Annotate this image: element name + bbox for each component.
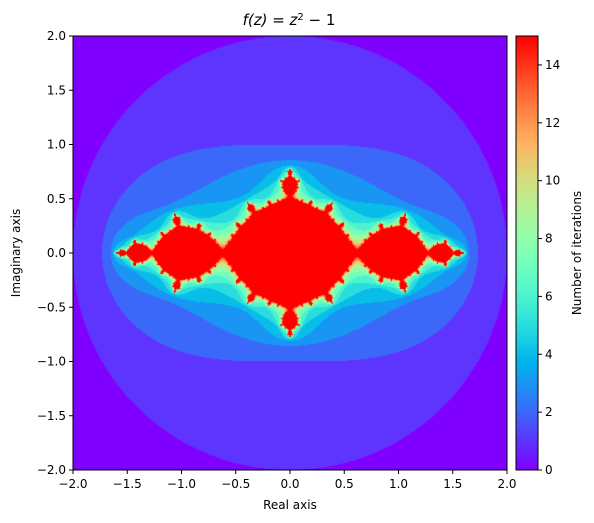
colorbar-label: Number of iterations	[570, 191, 584, 315]
x-tick-label: 1.5	[443, 477, 462, 491]
x-tick-label: −2.0	[58, 477, 87, 491]
y-tick-label: 2.0	[47, 29, 66, 43]
colorbar-tick-label: 14	[545, 58, 560, 72]
y-tick-label: 1.0	[47, 138, 66, 152]
y-axis-label: Imaginary axis	[9, 209, 23, 297]
heatmap-canvas	[73, 36, 507, 470]
colorbar-area	[516, 36, 538, 470]
colorbar-tick-label: 8	[545, 232, 553, 246]
colorbar-tick-label: 6	[545, 289, 553, 303]
y-tick-label: −1.5	[37, 409, 66, 423]
x-tick-label: 1.0	[389, 477, 408, 491]
title-prefix: f(z) = z	[243, 11, 299, 29]
title-suffix: − 1	[304, 11, 336, 29]
y-axis-ticks: −2.0 −1.5 −1.0 −0.5 0.0 0.5 1.0 1.5 2.0	[37, 29, 73, 477]
colorbar-ticks: 0 2 4 6 8 10 12 14	[538, 58, 560, 477]
colorbar-tick-label: 2	[545, 405, 553, 419]
colorbar-tick-label: 12	[545, 116, 560, 130]
x-axis-label: Real axis	[263, 498, 317, 512]
y-tick-label: 1.5	[47, 83, 66, 97]
x-axis-ticks: −2.0 −1.5 −1.0 −0.5 0.0 0.5 1.0 1.5 2.0	[58, 470, 517, 491]
title-exponent: 2	[297, 12, 303, 23]
colorbar-tick-label: 10	[545, 174, 560, 188]
y-tick-label: −0.5	[37, 300, 66, 314]
x-tick-label: −0.5	[221, 477, 250, 491]
y-tick-label: 0.0	[47, 246, 66, 260]
heatmap-area	[73, 36, 507, 470]
x-tick-label: −1.5	[113, 477, 142, 491]
y-tick-label: −1.0	[37, 355, 66, 369]
colorbar-tick-label: 0	[545, 463, 553, 477]
colorbar-tick-label: 4	[545, 347, 553, 361]
x-tick-label: −1.0	[167, 477, 196, 491]
x-tick-label: 2.0	[497, 477, 516, 491]
y-tick-label: −2.0	[37, 463, 66, 477]
colorbar-canvas	[516, 36, 538, 470]
x-tick-label: 0.5	[335, 477, 354, 491]
chart-title: f(z) = z2 − 1	[243, 11, 336, 29]
y-tick-label: 0.5	[47, 192, 66, 206]
x-tick-label: 0.0	[280, 477, 299, 491]
colorbar-frame	[515, 35, 539, 471]
